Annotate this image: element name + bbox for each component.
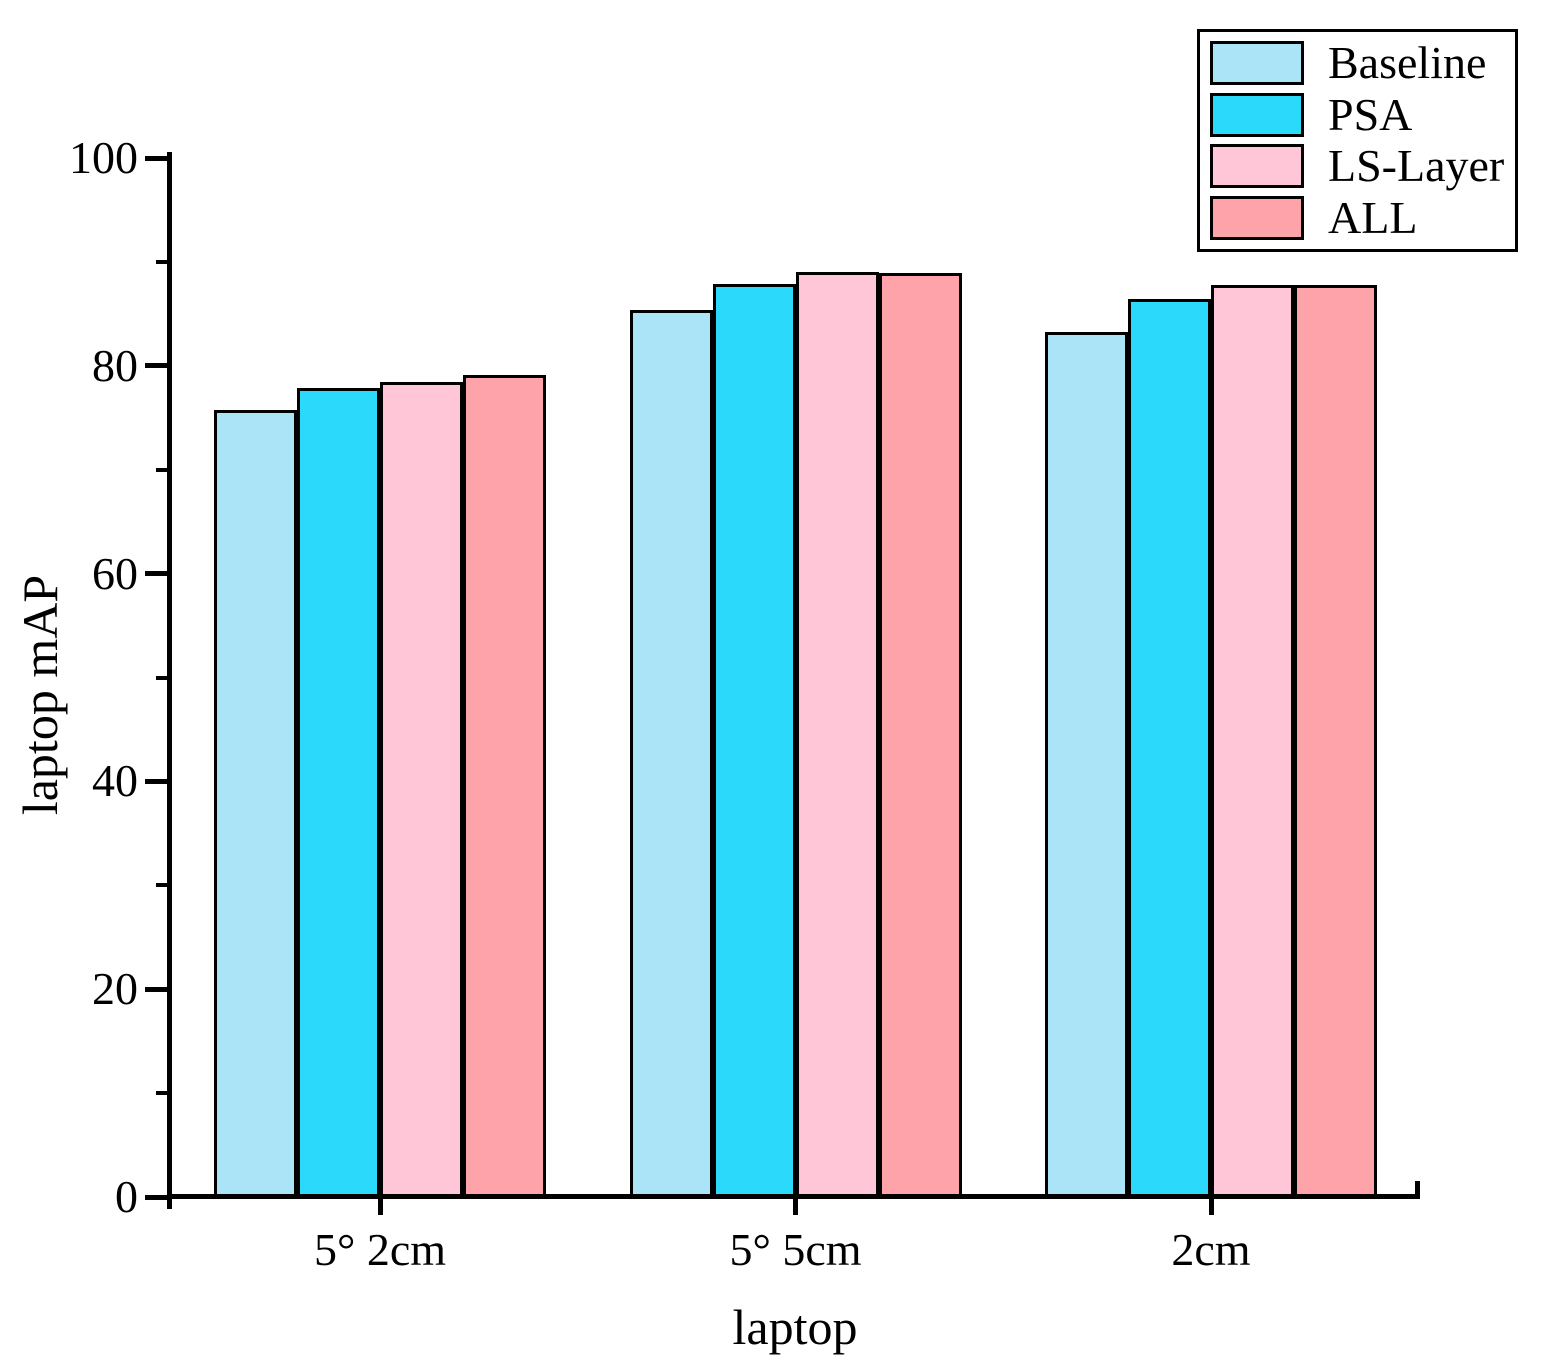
x-tick-label: 2cm: [1171, 1224, 1251, 1275]
bar-psa-group1: [297, 387, 380, 1197]
y-tick-label: 100: [69, 132, 138, 183]
y-minor-tick: [156, 1091, 170, 1096]
y-tick-label: 60: [92, 547, 138, 599]
x-tick: [377, 1197, 383, 1215]
legend-item: Baseline: [1210, 39, 1505, 87]
bar-ls-layer-group1: [380, 382, 463, 1197]
x-axis-endcap-tick: [1415, 1181, 1420, 1197]
bar-baseline-group2: [629, 309, 713, 1197]
legend-label: Baseline: [1328, 37, 1487, 89]
y-tick-label: 80: [92, 339, 138, 391]
y-tick-label: 0: [115, 1171, 138, 1222]
legend-swatch-baseline: [1210, 41, 1304, 86]
legend-label: ALL: [1328, 191, 1418, 243]
y-major-tick: [145, 363, 170, 369]
y-minor-tick: [156, 467, 170, 472]
legend-label: PSA: [1328, 88, 1413, 140]
bar-baseline-group3: [1045, 331, 1128, 1197]
y-major-tick: [145, 571, 170, 577]
y-tick-label: 40: [92, 755, 138, 807]
y-tick-label: 20: [92, 963, 138, 1015]
x-tick-label: 5° 5cm: [729, 1224, 862, 1275]
bar-all-group2: [878, 273, 962, 1197]
legend: Baseline PSA LS-Layer ALL: [1197, 29, 1518, 252]
y-axis-line: [167, 152, 172, 1209]
bar-all-group1: [463, 375, 546, 1197]
bar-ls-layer-group2: [795, 272, 879, 1197]
x-tick: [1208, 1197, 1214, 1215]
bar-all-group3: [1294, 284, 1377, 1197]
legend-item: LS-Layer: [1210, 142, 1505, 190]
bar-ls-layer-group3: [1211, 284, 1294, 1197]
legend-swatch-all: [1210, 195, 1304, 240]
bar-psa-group2: [712, 283, 796, 1197]
y-minor-tick: [156, 883, 170, 888]
bar-psa-group3: [1128, 299, 1211, 1197]
legend-item: ALL: [1210, 191, 1505, 243]
y-major-tick: [145, 986, 170, 992]
x-axis-line: [167, 1194, 1420, 1199]
x-tick: [793, 1197, 798, 1215]
legend-item: PSA: [1210, 88, 1505, 140]
y-major-tick: [145, 1194, 170, 1200]
y-major-tick: [145, 778, 170, 784]
y-major-tick: [145, 155, 170, 161]
y-axis-title: laptop mAP: [12, 574, 68, 816]
y-minor-tick: [156, 675, 170, 680]
x-axis-title: laptop: [732, 1299, 858, 1355]
legend-label: LS-Layer: [1328, 140, 1505, 192]
bar-baseline-group1: [214, 410, 297, 1197]
legend-swatch-ls-layer: [1210, 144, 1304, 189]
y-minor-tick: [156, 259, 170, 264]
legend-swatch-psa: [1210, 92, 1304, 137]
x-tick-label: 5° 2cm: [313, 1224, 447, 1275]
